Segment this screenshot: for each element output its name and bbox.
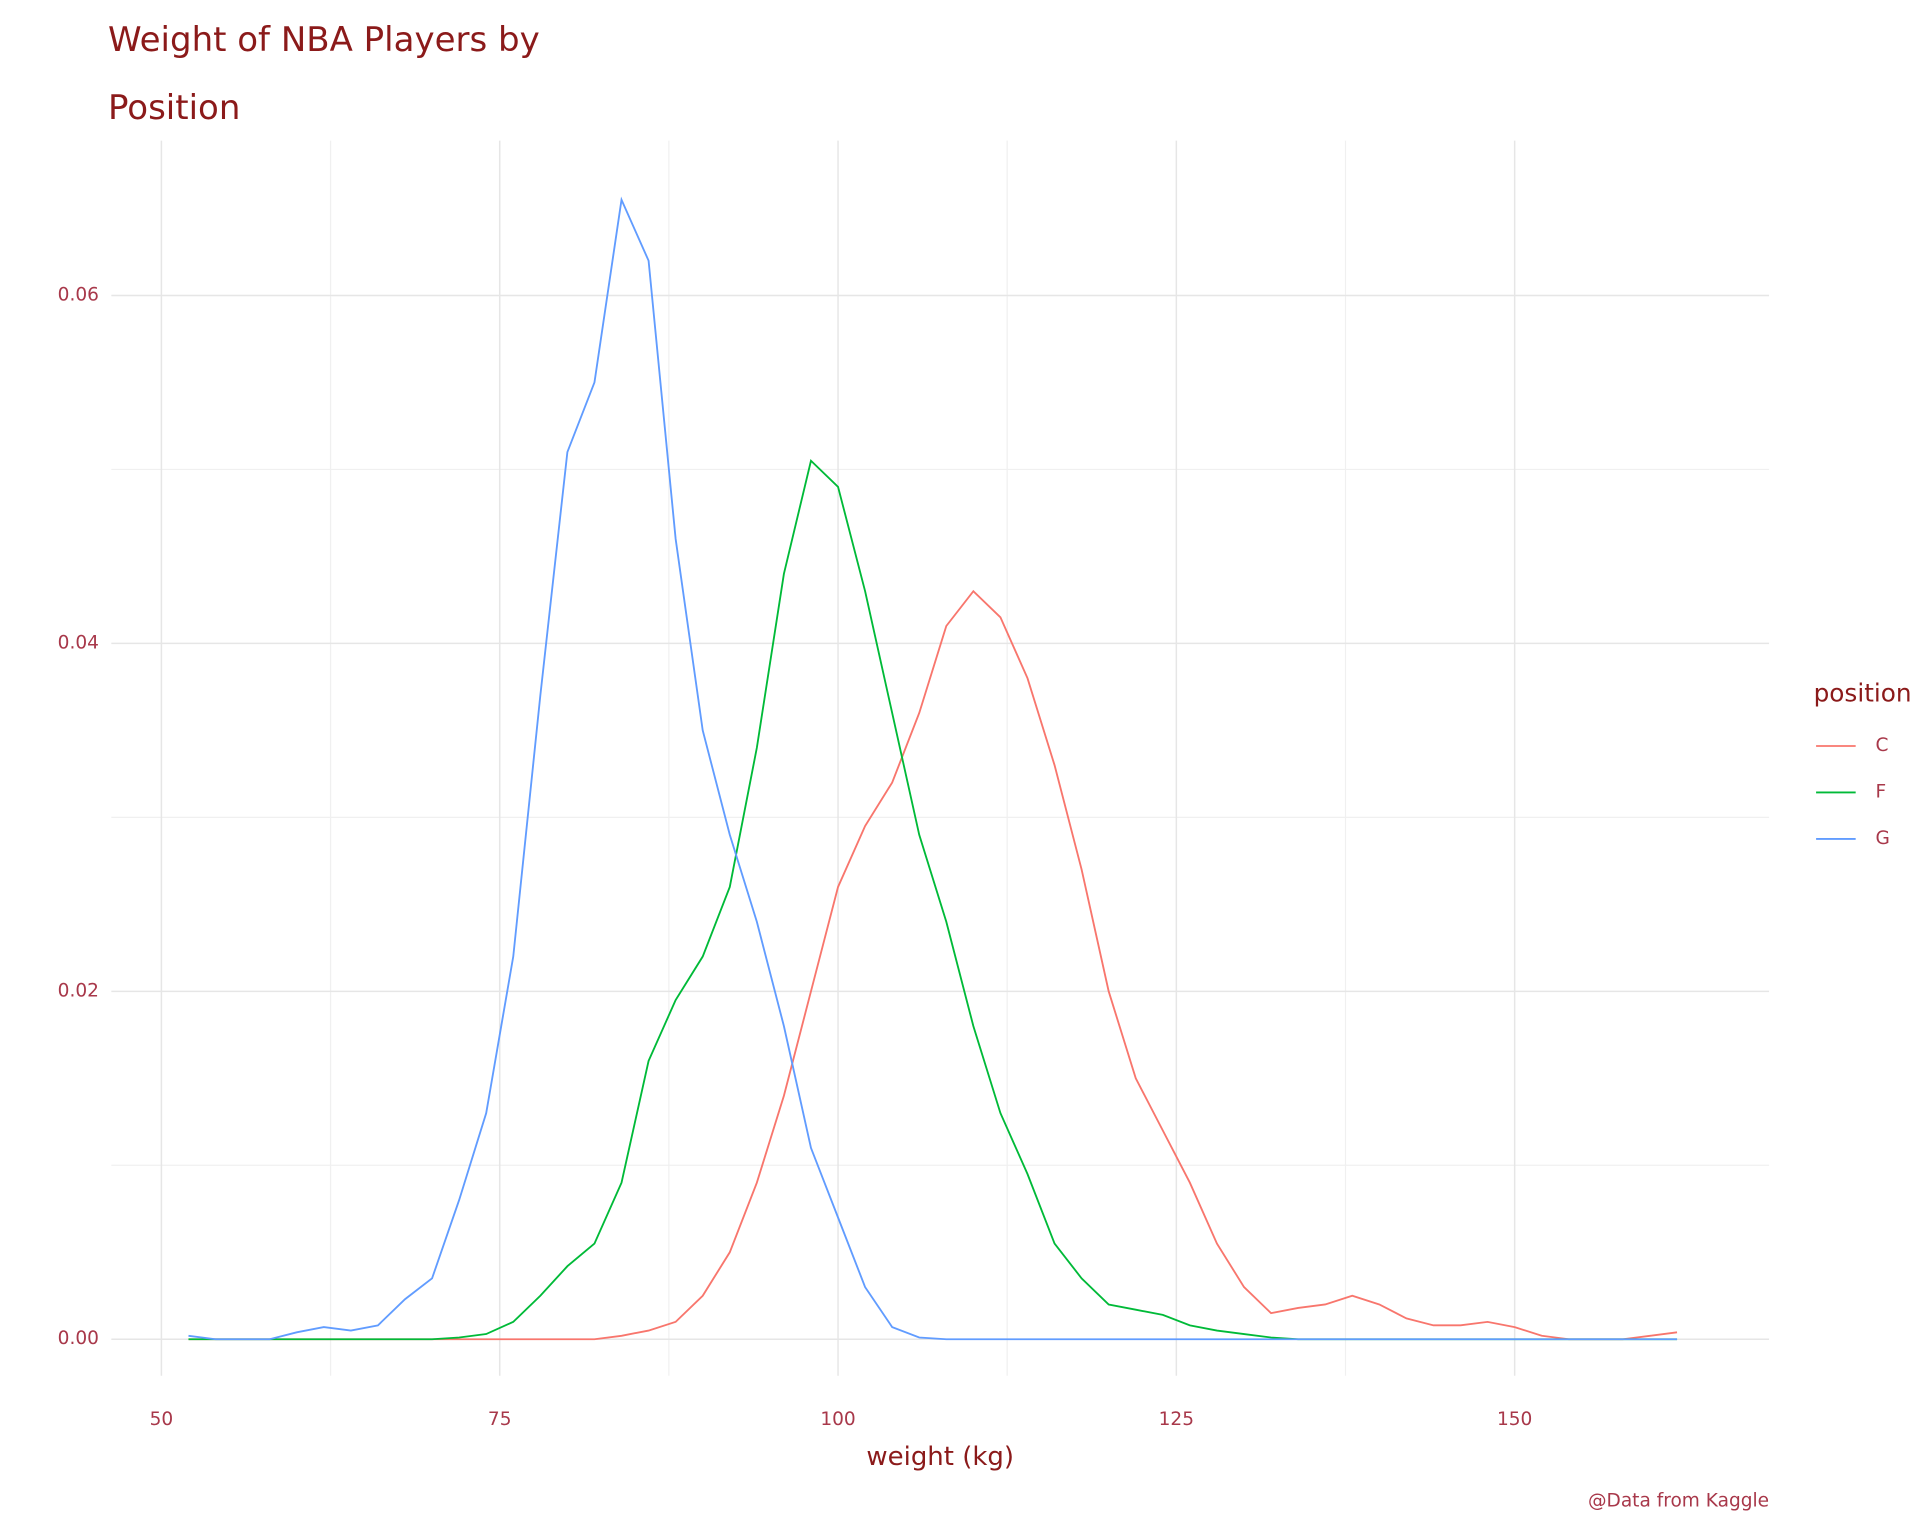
chart-title: Weight of NBA Players by Position: [108, 20, 540, 128]
legend-label: F: [1875, 782, 1886, 803]
caption: @Data from Kaggle: [1588, 1491, 1769, 1512]
density-line: [188, 589, 1678, 1341]
density-line: [188, 458, 1678, 1341]
y-tick-label: 0.06: [58, 285, 99, 306]
y-tick-label: 0.00: [58, 1328, 99, 1349]
x-tick-label: 50: [150, 1409, 174, 1430]
x-tick-label: 150: [1497, 1409, 1532, 1430]
x-axis-label: weight (kg): [866, 1442, 1014, 1472]
y-tick-label: 0.04: [58, 632, 99, 653]
density-line: [188, 196, 1678, 1341]
x-tick-label: 75: [488, 1409, 512, 1430]
x-tick-label: 100: [820, 1409, 855, 1430]
legend-title: position: [1814, 679, 1912, 708]
x-tick-label: 125: [1159, 1409, 1194, 1430]
legend-label: G: [1875, 828, 1889, 849]
legend-label: C: [1875, 735, 1888, 756]
y-tick-label: 0.02: [58, 980, 99, 1001]
